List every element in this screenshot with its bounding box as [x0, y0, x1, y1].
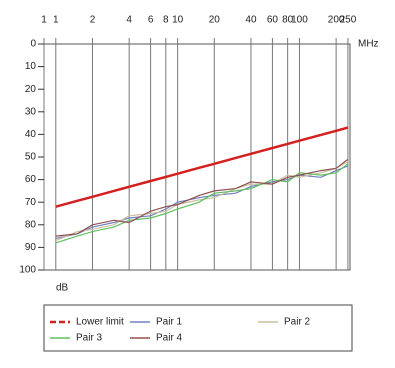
y-tick-label: 60 — [25, 174, 37, 185]
series-line — [55, 126, 349, 208]
x-tick-label: 1 — [41, 15, 47, 26]
x-tick-label: 250 — [340, 15, 357, 26]
x-tick-label: 10 — [172, 15, 184, 26]
x-tick-label: 200 — [328, 15, 345, 26]
y-tick-label: 20 — [25, 84, 37, 95]
legend-label: Pair 4 — [156, 333, 183, 344]
legend-label: Pair 3 — [76, 333, 103, 344]
series-line — [55, 165, 349, 239]
series-line — [55, 158, 349, 237]
x-unit: MHz — [358, 39, 379, 50]
y-tick-label: 80 — [25, 219, 37, 230]
x-tick-label: 40 — [245, 15, 257, 26]
y-tick-label: 30 — [25, 106, 37, 117]
series-line — [55, 160, 349, 242]
x-tick-label: 6 — [148, 15, 154, 26]
x-tick-label: 8 — [163, 15, 169, 26]
x-tick-label: 4 — [126, 15, 132, 26]
x-tick-label: 60 — [267, 15, 279, 26]
x-tick-label: 20 — [209, 15, 221, 26]
legend-box — [43, 304, 353, 352]
y-unit: dB — [56, 283, 69, 294]
y-tick-label: 50 — [25, 152, 37, 163]
legend-label: Pair 2 — [284, 317, 311, 328]
legend-label: Lower limit — [76, 317, 124, 328]
y-tick-label: 0 — [30, 39, 36, 50]
y-tick-label: 100 — [19, 265, 36, 276]
plot-area — [43, 43, 351, 271]
y-tick-label: 10 — [25, 61, 37, 72]
y-tick-label: 40 — [25, 129, 37, 140]
legend-label: Pair 1 — [156, 317, 183, 328]
y-tick-label: 90 — [25, 242, 37, 253]
series-line — [55, 163, 349, 244]
x-tick-label: 2 — [90, 15, 96, 26]
x-tick-label: 1 — [53, 15, 59, 26]
x-tick-label: 80 — [282, 15, 294, 26]
x-tick-label: 100 — [291, 15, 308, 26]
y-tick-label: 70 — [25, 197, 37, 208]
